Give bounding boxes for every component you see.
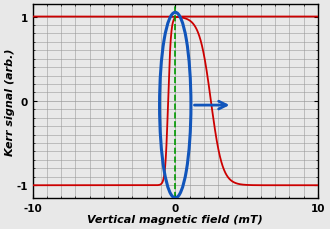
Y-axis label: Kerr signal (arb.): Kerr signal (arb.)	[5, 48, 15, 155]
X-axis label: Vertical magnetic field (mT): Vertical magnetic field (mT)	[87, 214, 263, 224]
